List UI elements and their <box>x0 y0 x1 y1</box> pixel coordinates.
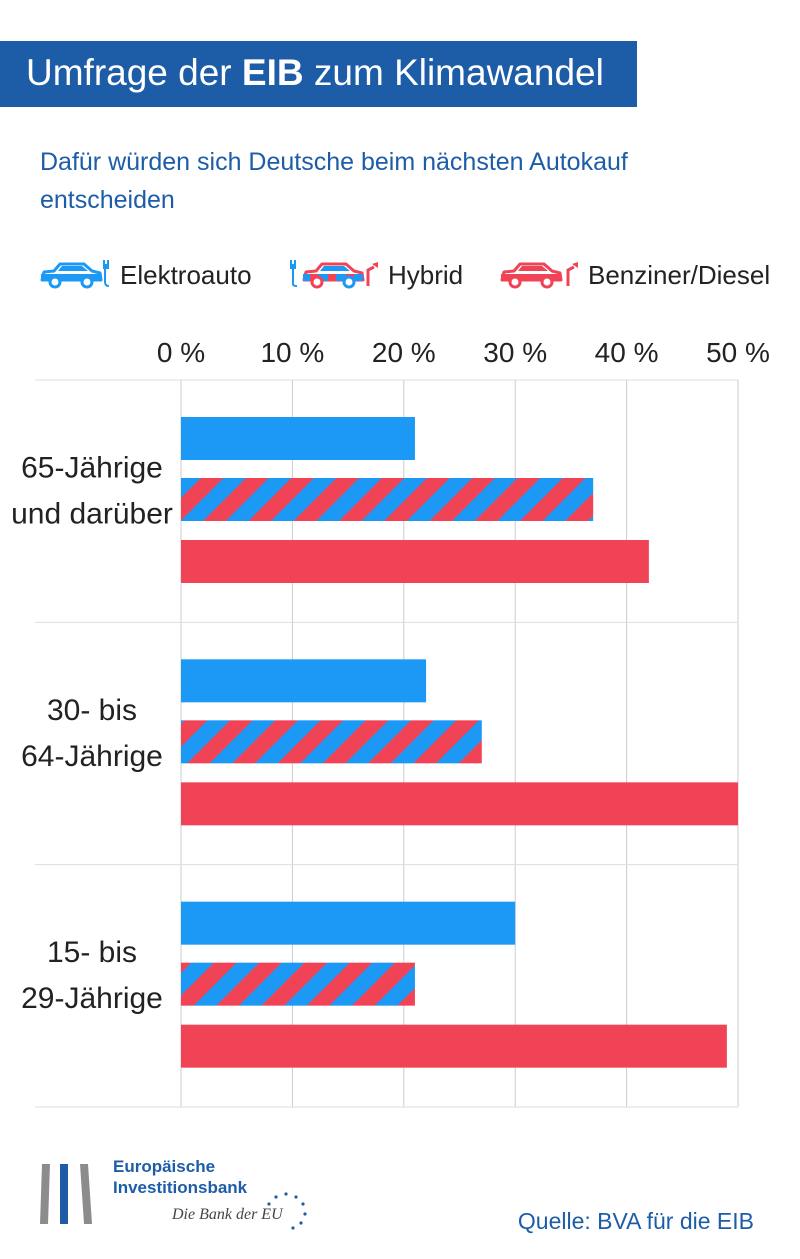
bank-name-line-2: Investitionsbank <box>113 1178 248 1197</box>
bar-elektroauto <box>181 901 516 945</box>
hybrid-car-icon <box>290 260 378 289</box>
eib-logo: Europäische Investitionsbank Die Bank de… <box>38 1156 318 1236</box>
bar-benziner-diesel <box>181 540 649 583</box>
category-label: 30- bis 64-Jährige <box>21 694 163 773</box>
bar-hybrid <box>181 962 415 1006</box>
bar-benziner-diesel <box>181 1024 727 1068</box>
x-tick-label: 40 % <box>595 337 659 368</box>
electric-car-icon <box>40 260 110 289</box>
legend-label: Hybrid <box>388 260 464 290</box>
chart-legend: Elektroauto Hybrid <box>38 252 778 298</box>
x-tick-label: 30 % <box>483 337 547 368</box>
legend-label: Benziner/Diesel <box>588 260 771 290</box>
x-tick-label: 20 % <box>372 337 436 368</box>
chart-subtitle: Dafür würden sich Deutsche beim nächsten… <box>40 148 628 214</box>
page-title: Umfrage der EIB zum Klimawandel <box>26 52 604 94</box>
bar-benziner-diesel <box>181 782 738 826</box>
category-label: 15- bis 29-Jährige <box>21 936 163 1015</box>
source-note: Quelle: BVA für die EIB <box>517 1208 754 1234</box>
fuel-car-icon <box>500 262 578 289</box>
title-part-1: Umfrage der <box>26 52 242 93</box>
title-banner: Umfrage der EIB zum Klimawandel <box>0 41 637 107</box>
category-label: 65-Jährige und darüber <box>11 452 173 531</box>
title-part-bold: EIB <box>241 52 304 93</box>
eu-stars-icon <box>267 1192 307 1230</box>
bar-hybrid <box>181 720 482 764</box>
bar-hybrid <box>181 478 594 521</box>
bank-name: Europäische Investitionsbank <box>113 1156 247 1198</box>
title-part-2: zum Klimawandel <box>303 52 604 93</box>
eib-logo-mark-icon <box>40 1164 92 1224</box>
bank-tagline: Die Bank der EU <box>172 1206 283 1223</box>
x-tick-label: 0 % <box>157 337 205 368</box>
bar-elektroauto <box>181 417 415 460</box>
x-tick-label: 10 % <box>260 337 324 368</box>
bar-elektroauto <box>181 659 427 703</box>
bank-name-line-1: Europäische <box>113 1157 216 1176</box>
legend-label: Elektroauto <box>120 260 252 290</box>
x-tick-label: 50 % <box>706 337 770 368</box>
